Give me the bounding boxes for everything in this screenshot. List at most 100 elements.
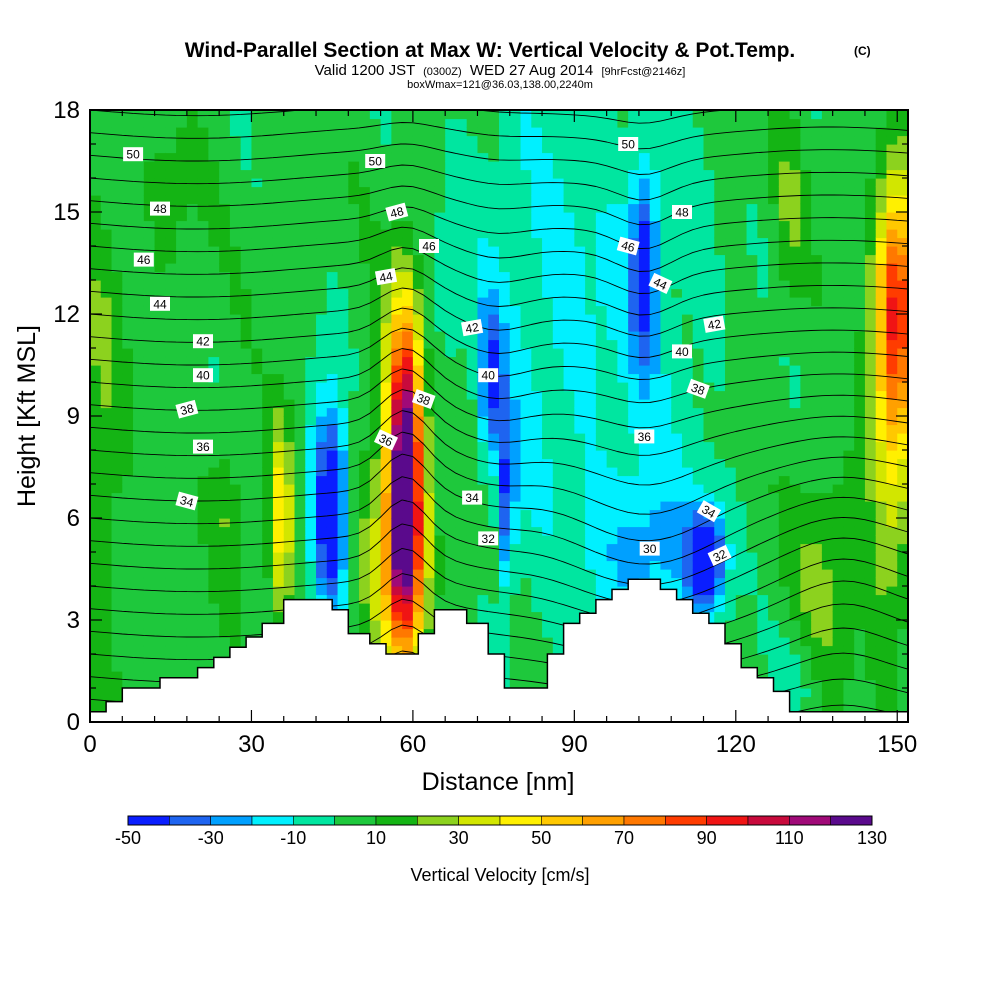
velocity-cell [100,382,113,392]
velocity-cell [531,637,543,647]
velocity-cell [821,263,834,273]
velocity-cell [348,373,360,383]
velocity-cell [133,373,145,383]
velocity-cell [122,662,134,672]
velocity-cell [477,271,489,281]
velocity-cell [628,441,640,451]
velocity-cell [434,178,446,188]
velocity-cell [832,603,845,613]
velocity-cell [337,178,349,188]
velocity-cell [240,586,253,596]
velocity-cell [316,543,328,553]
velocity-cell [638,382,651,392]
velocity-cell [445,373,457,383]
velocity-cell [703,535,715,545]
velocity-cell [402,348,414,358]
velocity-cell [305,118,317,128]
velocity-cell [154,365,166,375]
velocity-cell [660,144,672,154]
velocity-cell [477,288,489,298]
velocity-cell [811,688,823,698]
velocity-cell [326,382,339,392]
velocity-cell [165,152,177,162]
velocity-cell [359,433,371,443]
velocity-cell [326,288,339,298]
velocity-cell [186,254,199,264]
velocity-cell [746,152,758,162]
velocity-cell [509,654,522,664]
velocity-cell [585,458,597,468]
velocity-cell [348,594,360,604]
velocity-cell [488,118,500,128]
velocity-cell [509,339,522,349]
velocity-cell [219,594,231,604]
velocity-cell [197,212,209,222]
velocity-cell [552,637,565,647]
velocity-cell [100,186,113,196]
velocity-cell [402,110,414,120]
velocity-cell [552,203,565,213]
velocity-cell [111,127,123,137]
velocity-cell [574,526,586,536]
velocity-cell [488,475,500,485]
velocity-cell [445,356,457,366]
velocity-cell [542,509,554,519]
velocity-cell [768,263,780,273]
velocity-cell [165,220,177,230]
velocity-cell [455,237,468,247]
velocity-cell [800,484,812,494]
velocity-cell [628,501,640,511]
velocity-cell [272,382,285,392]
velocity-cell [90,637,102,647]
velocity-cell [692,526,705,536]
velocity-cell [725,569,737,579]
velocity-cell [122,594,134,604]
velocity-cell [499,382,511,392]
velocity-cell [595,314,608,324]
velocity-cell [326,509,339,519]
copyright-mark: (C) [854,44,871,58]
velocity-cell [380,195,392,205]
velocity-cell [154,433,166,443]
velocity-cell [531,654,543,664]
velocity-cell [768,526,780,536]
velocity-cell [337,263,349,273]
velocity-cell [359,203,371,213]
velocity-cell [606,365,618,375]
velocity-cell [294,152,306,162]
velocity-cell [186,110,199,120]
velocity-cell [219,152,231,162]
velocity-cell [735,288,748,298]
velocity-cell [832,586,845,596]
velocity-cell [369,254,382,264]
velocity-cell [606,416,618,426]
velocity-cell [316,254,328,264]
velocity-cell [445,543,457,553]
velocity-cell [477,135,489,145]
velocity-cell [402,127,414,137]
velocity-cell [219,339,231,349]
velocity-cell [283,492,296,502]
velocity-cell [778,441,791,451]
velocity-cell [305,390,317,400]
velocity-cell [671,135,683,145]
velocity-cell [628,390,640,400]
velocity-cell [832,696,845,706]
velocity-cell [219,433,231,443]
velocity-cell [176,458,188,468]
velocity-cell [111,535,123,545]
velocity-cell [229,501,242,511]
velocity-cell [272,271,285,281]
velocity-cell [606,237,618,247]
velocity-cell [585,390,597,400]
velocity-cell [811,569,823,579]
velocity-cell [240,356,253,366]
velocity-cell [208,220,220,230]
velocity-cell [316,297,328,307]
velocity-cell [219,637,231,647]
velocity-cell [208,305,220,315]
velocity-cell [563,552,575,562]
velocity-cell [681,501,694,511]
velocity-cell [294,263,306,273]
velocity-cell [133,110,145,120]
